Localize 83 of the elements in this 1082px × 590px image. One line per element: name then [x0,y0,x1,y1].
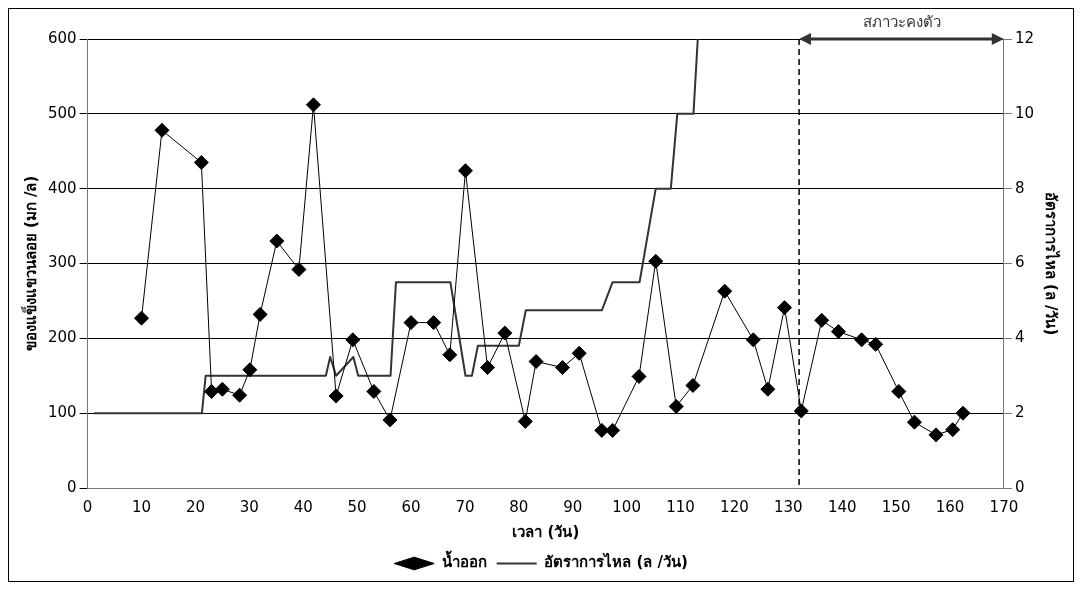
point [517,413,533,429]
y-tick-label: 100 [47,403,77,422]
point [594,422,610,438]
y-tick-label: 200 [47,328,77,347]
x-tick-label: 130 [774,497,803,516]
point [497,325,513,341]
x-tick-label: 110 [666,497,695,516]
point [685,377,701,393]
x-tick-label: 50 [347,497,367,516]
point [154,122,170,138]
y2-tick-label: 10 [1014,103,1035,122]
point [291,261,307,277]
point [426,315,442,331]
y-axis-title: ของแข็งแขวนลอย (มก /ล) [20,175,40,352]
point [891,383,907,399]
point [648,253,664,269]
point [328,388,344,404]
point [928,427,944,443]
y-tick-label: 0 [67,477,77,496]
x-tick-label: 10 [131,497,152,516]
point [528,354,544,370]
x-tick-label: 30 [239,497,259,516]
x-tick-label: 170 [989,497,1019,516]
y2-tick-label: 4 [1014,328,1025,347]
point [193,154,209,170]
y-tick-label: 300 [47,253,77,272]
point [571,345,587,361]
point [945,422,961,438]
point [631,369,647,384]
point [668,398,684,414]
x-tick-label: 160 [935,497,965,516]
y-tick-label: 600 [47,28,77,47]
point [830,324,846,340]
y2-tick-label: 0 [1014,477,1025,496]
point [480,360,496,376]
point [745,332,761,348]
point [305,97,321,113]
point [717,283,733,299]
point [777,300,793,316]
x-tick-label: 20 [185,497,205,516]
point [760,381,776,397]
point [252,306,268,322]
point [906,414,922,430]
text: สภาวะคงตัว [862,13,941,32]
x-tick-label: 70 [455,497,475,516]
point [242,362,258,378]
y-tick-label: 400 [47,178,77,197]
point [793,403,809,419]
point [134,310,150,326]
point [814,312,830,328]
y2-tick-label: 2 [1014,403,1025,422]
x-tick-label: 40 [293,497,313,516]
x-tick-label: 80 [509,497,529,516]
point [403,315,419,331]
x-axis-title: เวลา (วัน) [512,522,580,541]
y2-tick-label: 6 [1014,253,1025,272]
x-tick-label: 140 [827,497,857,516]
y2-axis-title: อัตราการไหล (ล /วัน) [1042,191,1062,336]
point [382,412,398,428]
y-tick-label: 500 [47,103,77,122]
point [269,233,285,249]
y2-tick-label: 12 [1014,28,1035,47]
x-tick-label: 120 [720,497,749,516]
x-tick-label: 150 [881,497,911,516]
point [605,422,621,438]
point [232,387,248,403]
x-tick-label: 90 [563,497,583,516]
x-tick-label: 100 [612,497,641,516]
y2-tick-label: 8 [1014,178,1025,197]
point [345,332,361,348]
point [955,405,971,421]
point [868,336,884,352]
point [854,332,870,348]
x-tick-label: 60 [401,497,421,516]
legend-label: น้ำออก [441,550,487,572]
x-tick-label: 0 [82,497,93,516]
point [204,383,220,399]
legend-label: อัตราการไหล (ล /วัน) [544,552,688,572]
point [214,381,230,397]
point [457,163,473,179]
point [554,360,570,376]
point [442,347,458,363]
point [366,383,382,399]
